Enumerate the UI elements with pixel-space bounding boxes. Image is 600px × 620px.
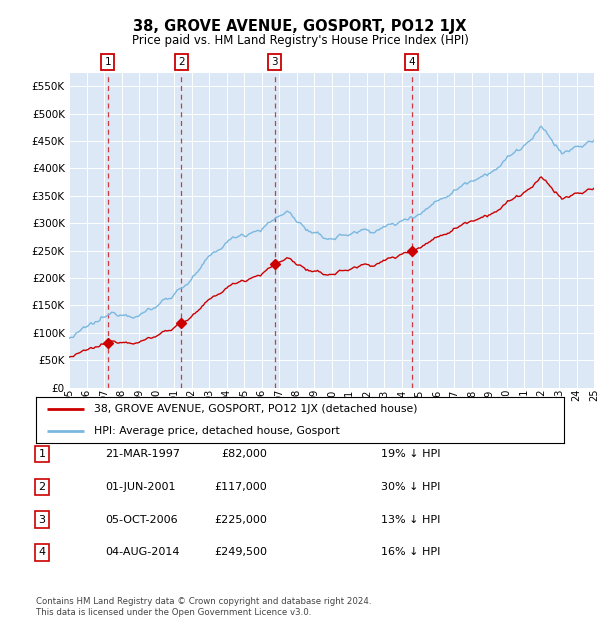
Text: £225,000: £225,000 (214, 515, 267, 525)
Text: 2: 2 (38, 482, 46, 492)
Text: £82,000: £82,000 (221, 449, 267, 459)
Text: 3: 3 (271, 57, 278, 67)
Text: Price paid vs. HM Land Registry's House Price Index (HPI): Price paid vs. HM Land Registry's House … (131, 34, 469, 47)
Text: £249,500: £249,500 (214, 547, 267, 557)
Text: 1: 1 (104, 57, 111, 67)
Text: 2: 2 (178, 57, 184, 67)
Text: 01-JUN-2001: 01-JUN-2001 (105, 482, 176, 492)
Text: 16% ↓ HPI: 16% ↓ HPI (381, 547, 440, 557)
Text: 38, GROVE AVENUE, GOSPORT, PO12 1JX (detached house): 38, GROVE AVENUE, GOSPORT, PO12 1JX (det… (94, 404, 418, 414)
Text: 19% ↓ HPI: 19% ↓ HPI (381, 449, 440, 459)
Text: HPI: Average price, detached house, Gosport: HPI: Average price, detached house, Gosp… (94, 426, 340, 436)
Text: £117,000: £117,000 (214, 482, 267, 492)
Text: Contains HM Land Registry data © Crown copyright and database right 2024.
This d: Contains HM Land Registry data © Crown c… (36, 598, 371, 617)
Text: 13% ↓ HPI: 13% ↓ HPI (381, 515, 440, 525)
Text: 4: 4 (409, 57, 415, 67)
Text: 38, GROVE AVENUE, GOSPORT, PO12 1JX: 38, GROVE AVENUE, GOSPORT, PO12 1JX (133, 19, 467, 33)
Text: 05-OCT-2006: 05-OCT-2006 (105, 515, 178, 525)
Text: 30% ↓ HPI: 30% ↓ HPI (381, 482, 440, 492)
Text: 1: 1 (38, 449, 46, 459)
Text: 21-MAR-1997: 21-MAR-1997 (105, 449, 180, 459)
Text: 4: 4 (38, 547, 46, 557)
Text: 3: 3 (38, 515, 46, 525)
Text: 04-AUG-2014: 04-AUG-2014 (105, 547, 179, 557)
